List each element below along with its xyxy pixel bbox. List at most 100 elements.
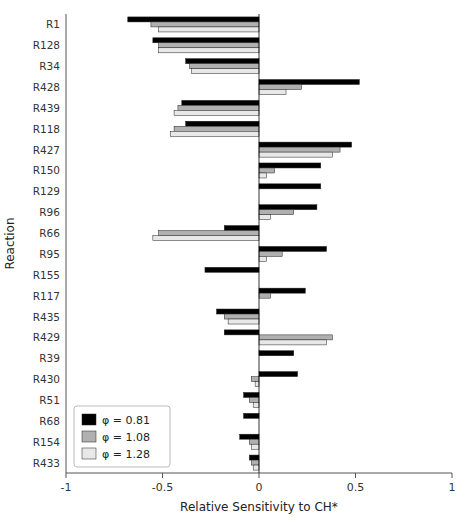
bar — [174, 126, 259, 131]
bar — [153, 236, 259, 241]
legend-swatch — [82, 414, 96, 425]
bar — [259, 163, 321, 168]
bar — [259, 372, 298, 377]
bar — [244, 413, 259, 418]
bar — [159, 43, 259, 48]
bar — [217, 309, 259, 314]
bar — [205, 267, 259, 272]
legend-label: φ = 1.08 — [102, 431, 150, 444]
bar — [224, 226, 259, 231]
x-axis-label: Relative Sensitivity to CH* — [180, 500, 338, 514]
x-tick — [452, 473, 453, 478]
bar — [259, 152, 332, 157]
bar — [259, 251, 282, 256]
chart: -1 -0.5 0 0.5 1 Relative Sensitivity to CH* R1… — [0, 0, 474, 523]
y-tick-label: R154 — [33, 436, 61, 448]
y-tick-label: R427 — [33, 144, 60, 156]
y-axis: R1R128R34R428R439R118R427R150R129R96R66R… — [33, 14, 66, 473]
bar — [186, 121, 259, 126]
zero-line — [259, 14, 260, 473]
bar — [224, 314, 259, 319]
bar — [186, 59, 259, 64]
bar — [259, 184, 321, 189]
bar — [128, 17, 259, 22]
bar — [251, 460, 259, 465]
bar — [255, 382, 259, 387]
bar — [259, 256, 267, 261]
y-tick-label: R435 — [33, 311, 60, 323]
legend-label: φ = 0.81 — [102, 414, 150, 427]
y-tick-label: R68 — [39, 415, 60, 427]
y-tick-label: R39 — [39, 352, 60, 364]
bar — [259, 168, 274, 173]
bar — [259, 80, 359, 85]
bar — [178, 105, 259, 110]
x-tick-label: -1 — [61, 481, 72, 494]
bar — [259, 246, 327, 251]
legend-label: φ = 1.28 — [102, 448, 150, 461]
bar — [224, 330, 259, 335]
x-tick-label: -0.5 — [152, 481, 173, 494]
bar — [170, 131, 259, 136]
bar — [259, 173, 267, 178]
legend-swatch — [82, 448, 96, 459]
y-axis-line — [66, 14, 67, 473]
bar — [159, 48, 259, 53]
bar — [191, 69, 259, 74]
bar — [182, 100, 259, 105]
y-axis-label: Reaction — [3, 217, 17, 269]
bar — [253, 465, 259, 470]
bars — [128, 17, 360, 470]
bar — [259, 293, 271, 298]
x-tick — [66, 473, 67, 478]
y-tick-label: R51 — [39, 394, 60, 406]
y-tick-label: R1 — [46, 18, 60, 30]
x-tick — [355, 473, 356, 478]
bar — [251, 444, 259, 449]
legend-box — [74, 406, 170, 467]
y-tick-label: R155 — [33, 269, 60, 281]
legend-swatch — [82, 431, 96, 442]
bar — [159, 231, 259, 236]
y-tick-label: R430 — [33, 373, 60, 385]
bar — [259, 340, 327, 345]
legend: φ = 0.81 φ = 1.08 φ = 1.28 — [74, 406, 170, 467]
bar — [249, 397, 259, 402]
bar — [259, 288, 305, 293]
bar — [259, 205, 317, 210]
x-tick — [162, 473, 163, 478]
bar — [249, 455, 259, 460]
x-tick-label: 1 — [449, 481, 456, 494]
x-axis: -1 -0.5 0 0.5 1 — [61, 473, 456, 494]
y-tick-label: R129 — [33, 185, 60, 197]
y-tick-label: R150 — [33, 164, 60, 176]
y-tick-label: R95 — [39, 248, 60, 260]
bar — [153, 38, 259, 43]
y-tick-label: R96 — [39, 206, 60, 218]
x-tick-label: 0 — [256, 481, 263, 494]
bar — [251, 377, 259, 382]
bar — [240, 434, 259, 439]
bar — [259, 215, 271, 220]
x-tick — [259, 473, 260, 478]
bar — [259, 335, 332, 340]
bar — [259, 351, 294, 356]
bar — [174, 110, 259, 115]
y-tick-label: R66 — [39, 227, 60, 239]
bar — [244, 392, 259, 397]
bar — [151, 22, 259, 27]
bar — [259, 142, 352, 147]
y-tick-label: R128 — [33, 39, 60, 51]
bar — [259, 147, 340, 152]
bar — [259, 85, 301, 90]
x-tick-label: 0.5 — [347, 481, 365, 494]
bar — [259, 210, 294, 215]
bar — [228, 319, 259, 324]
bar — [190, 64, 259, 69]
bar — [249, 439, 259, 444]
y-tick-label: R429 — [33, 331, 60, 343]
bar — [159, 27, 259, 32]
y-tick-label: R433 — [33, 457, 60, 469]
bar — [259, 90, 286, 95]
y-tick-label: R117 — [33, 290, 60, 302]
